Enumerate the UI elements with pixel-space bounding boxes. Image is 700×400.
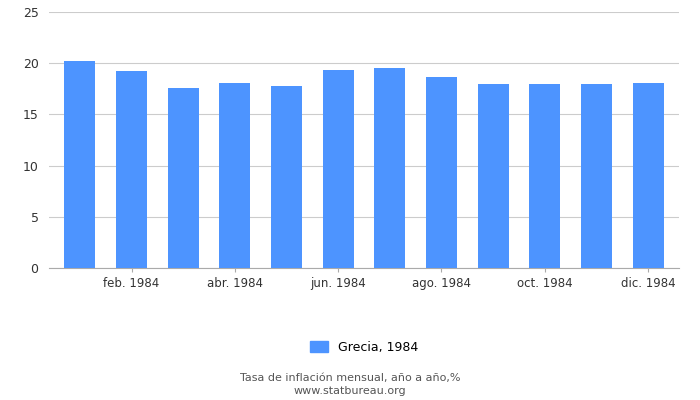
Bar: [271, 86, 302, 268]
Bar: [581, 84, 612, 268]
Bar: [116, 71, 147, 268]
Bar: [477, 84, 509, 268]
Bar: [374, 68, 405, 268]
Bar: [219, 83, 251, 268]
Bar: [323, 70, 354, 268]
Bar: [529, 84, 560, 268]
Text: Tasa de inflación mensual, año a año,%: Tasa de inflación mensual, año a año,%: [239, 373, 461, 383]
Bar: [633, 83, 664, 268]
Legend: Grecia, 1984: Grecia, 1984: [304, 336, 424, 359]
Bar: [168, 88, 199, 268]
Bar: [64, 61, 95, 268]
Text: www.statbureau.org: www.statbureau.org: [294, 386, 406, 396]
Bar: [426, 76, 457, 268]
